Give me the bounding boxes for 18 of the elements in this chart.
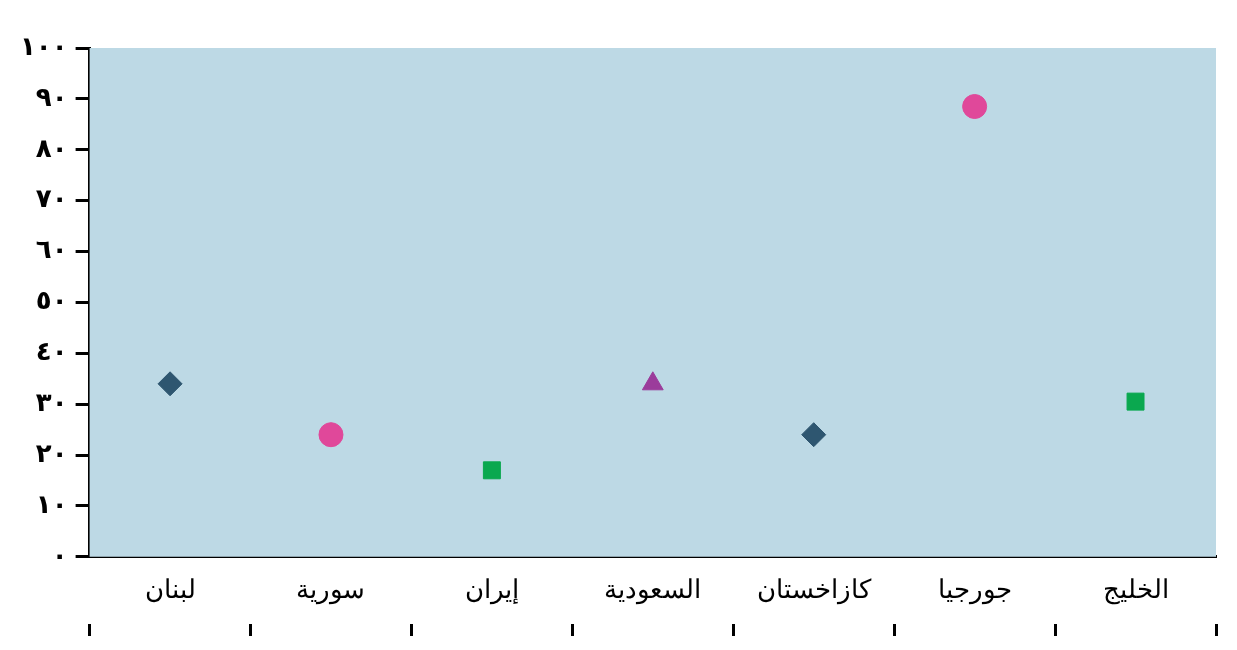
y-tick-label: ٤٠ — [35, 336, 68, 367]
x-tick-label: الخليج — [1102, 573, 1169, 605]
y-tick-label: ٣٠ — [35, 386, 68, 417]
x-tick-label: إيران — [464, 573, 519, 605]
y-tick-label: ٧٠ — [35, 183, 68, 214]
y-tick-label: ٨٠ — [35, 132, 68, 163]
x-tick-label: جورجيا — [937, 573, 1012, 605]
x-tick-label: السعودية — [604, 573, 702, 605]
x-tick-label: سورية — [296, 573, 366, 605]
y-tick-label: ١٠ — [35, 488, 68, 519]
y-tick-label: ٢٠ — [35, 437, 68, 468]
y-tick-label: ١٠٠ — [20, 30, 68, 61]
y-tick-label: ٥٠ — [35, 285, 68, 316]
x-tick-label: لبنان — [144, 573, 196, 604]
y-tick-label: ٦٠ — [35, 234, 68, 265]
y-tick-label: ٠ — [51, 539, 68, 570]
y-tick-label: ٩٠ — [35, 81, 68, 112]
x-tick-label: كازاخستان — [756, 573, 872, 605]
